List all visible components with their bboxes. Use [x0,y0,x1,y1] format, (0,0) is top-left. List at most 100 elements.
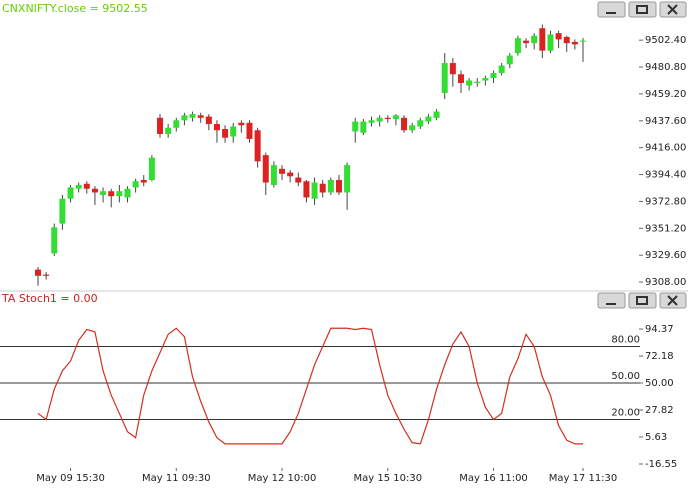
candle-body [311,182,318,199]
candle-body [254,130,261,162]
candle-body [75,184,82,189]
candle-body [270,165,277,185]
icon [636,296,648,305]
candle-body [246,122,253,139]
y-tick-label: 9329.60 [645,250,686,261]
candle-body [287,172,294,177]
candle-body [51,227,58,254]
stoch-title: TA Stoch1 = 0.00 [1,292,98,305]
y-tick-label: 9394.40 [645,170,686,181]
candle-body [466,80,473,86]
maximize-button[interactable] [628,1,657,18]
x-tick-label: May 16 11:00 [459,473,528,484]
candle-body [230,126,237,137]
candle-body [563,36,570,44]
candle-body [140,180,147,183]
candle-body [392,115,399,120]
reference-label: 20.00 [611,408,640,419]
candle-body [425,116,432,122]
candle-body [327,180,334,193]
candle-body [319,183,326,193]
candle-body [67,187,74,199]
candle-body [116,191,123,197]
candle-body [35,269,41,276]
candle-body [222,129,229,138]
y-tick-label: 50.00 [645,378,674,389]
candle-body [197,115,204,118]
candle-body [205,116,212,125]
candle-body [189,114,196,118]
minimize-button[interactable] [597,1,626,18]
candle-body [547,34,554,51]
candle-body [335,180,342,193]
candle-body [368,120,375,123]
y-tick-label: 9416.00 [645,143,686,154]
x-tick-label: May 11 09:30 [142,473,211,484]
y-tick-label: 72.18 [645,351,674,362]
candle-body [43,274,50,276]
y-tick-label: 9459.20 [645,89,686,100]
candle-body [384,117,391,120]
candle-body [148,157,155,181]
candle-body [449,63,456,75]
y-tick-label: 9437.60 [645,116,686,127]
x-tick-label: May 12 10:00 [248,473,317,484]
y-tick-label: 9480.80 [645,62,686,73]
candle-body [59,198,66,224]
candle-body [262,155,269,183]
reference-label: 50.00 [611,371,640,382]
reference-label: 80.00 [611,335,640,346]
candle-body [173,120,180,128]
y-tick-label: 9502.40 [645,35,686,46]
candle-body [303,181,310,198]
candle-body [433,111,440,118]
minimize-button[interactable] [597,292,626,309]
candle-body [555,33,562,40]
candle-body [441,63,448,93]
candle-body [514,38,521,54]
candle-body [401,117,408,131]
icon [636,5,648,14]
x-tick-label: May 09 15:30 [36,473,105,484]
candle-body [474,81,481,83]
y-tick-label: 27.82 [645,405,674,416]
maximize-button[interactable] [628,292,657,309]
stoch-line [37,327,583,445]
candle-body [165,127,172,134]
candle-body [571,41,578,45]
candle-body [506,55,513,65]
y-tick-label: -16.55 [645,459,677,470]
candle-body [523,40,530,44]
candle-body [352,121,359,132]
candle-body [580,40,586,42]
candle-body [498,65,505,74]
x-tick-label: May 15 10:30 [353,473,422,484]
candle-body [376,117,383,122]
candle-body [83,183,90,189]
candle-body [124,188,131,198]
candle-body [360,121,367,133]
candle-body [213,124,220,131]
window-buttons [597,1,687,309]
price-title: CNXNIFTY.close = 9502.55 [2,2,148,15]
icon [667,4,678,306]
candle-body [531,35,538,44]
y-tick-label: 94.37 [645,324,674,335]
candle-body [417,120,424,127]
candle-body [295,177,302,183]
y-tick-label: 9308.00 [645,277,686,288]
x-tick-label: May 17 11:30 [549,473,618,484]
candle-body [490,73,497,78]
y-tick-label: 9372.80 [645,196,686,207]
icon [606,12,616,305]
candle-body [539,28,546,51]
y-tick-label: 9351.20 [645,223,686,234]
candle-body [457,74,464,83]
candle-body [132,181,139,188]
candle-body [181,115,188,121]
candle-body [482,77,489,81]
candle-body [279,168,286,174]
candle-body [108,191,115,197]
